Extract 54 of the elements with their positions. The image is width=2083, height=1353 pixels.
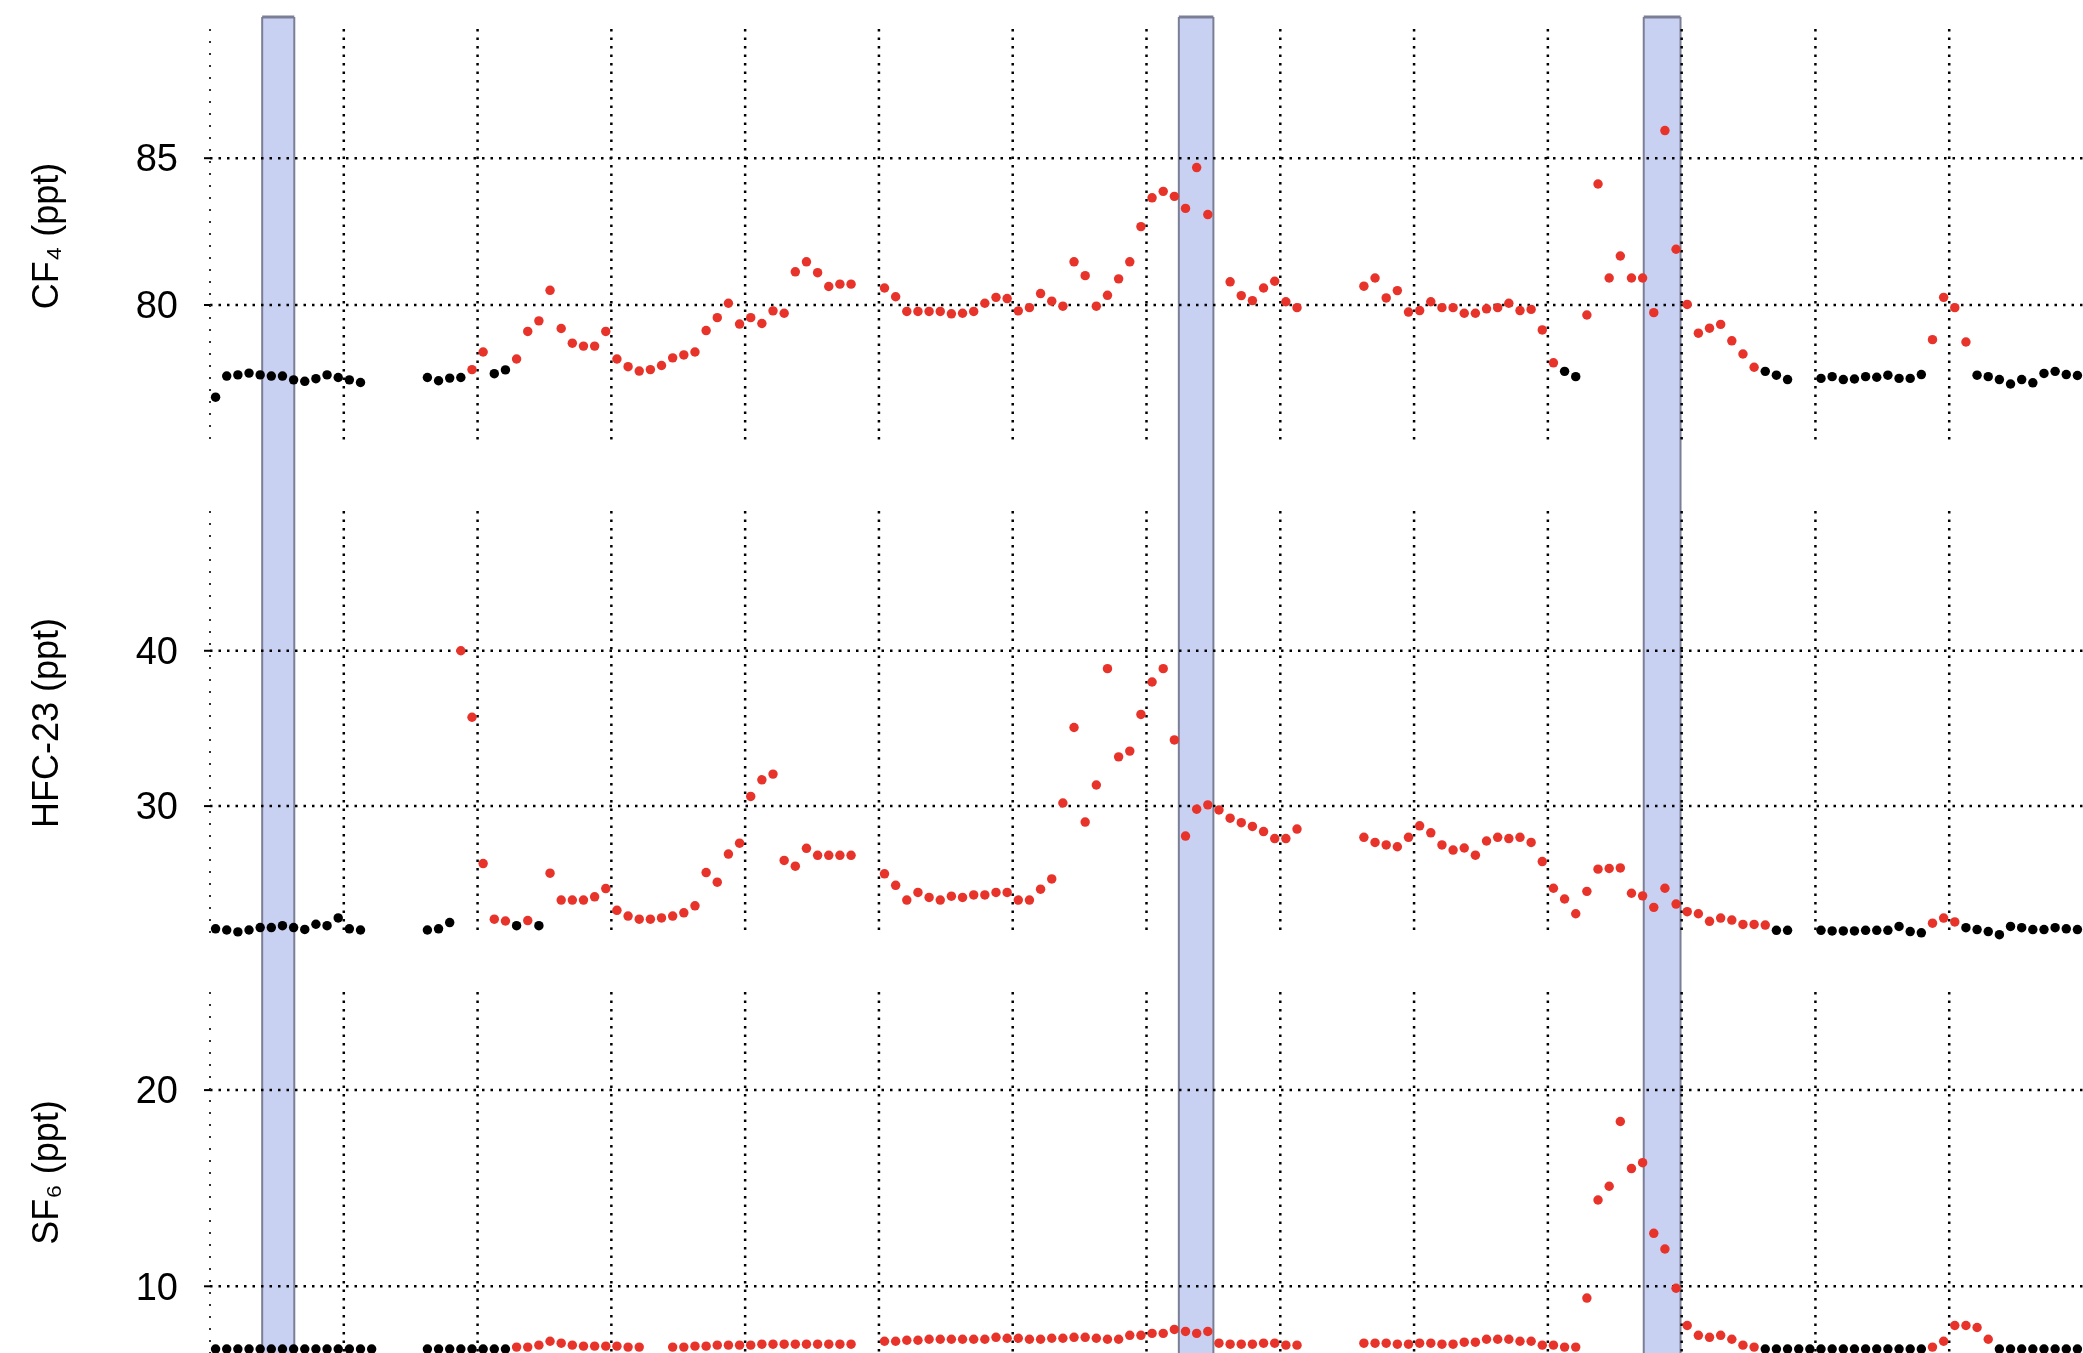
point bbox=[322, 370, 332, 380]
point bbox=[1972, 370, 1982, 380]
y-axis-title: HFC-23 (ppt) bbox=[25, 617, 66, 829]
point bbox=[1894, 373, 1904, 384]
point bbox=[1782, 374, 1793, 385]
point bbox=[2072, 370, 2083, 381]
point bbox=[1916, 369, 1927, 380]
point bbox=[210, 392, 221, 402]
point bbox=[300, 376, 310, 387]
point bbox=[311, 373, 321, 384]
point bbox=[456, 372, 466, 383]
point bbox=[344, 375, 355, 385]
point bbox=[2005, 379, 2016, 389]
point bbox=[1559, 366, 1570, 377]
point bbox=[255, 370, 265, 380]
point bbox=[2061, 369, 2071, 380]
y-tick-label: 30 bbox=[135, 785, 178, 828]
point bbox=[244, 368, 254, 378]
point bbox=[1849, 374, 1860, 384]
point bbox=[1883, 370, 1893, 380]
point bbox=[2050, 366, 2060, 377]
y-tick-label: 20 bbox=[135, 1069, 178, 1112]
point bbox=[489, 369, 500, 379]
y-tick-label: 80 bbox=[135, 284, 178, 327]
point bbox=[1860, 371, 1871, 382]
point bbox=[1905, 373, 1915, 384]
point bbox=[1771, 370, 1782, 380]
point bbox=[333, 372, 343, 383]
point bbox=[1760, 366, 1770, 377]
point bbox=[1983, 371, 1993, 382]
y-axis-title: CF₄ (ppt) bbox=[25, 162, 66, 310]
point bbox=[355, 377, 366, 388]
point bbox=[433, 376, 444, 386]
point bbox=[2039, 368, 2049, 379]
point bbox=[222, 371, 232, 381]
point bbox=[1816, 373, 1826, 384]
point bbox=[288, 375, 299, 385]
point bbox=[444, 373, 455, 383]
point bbox=[1994, 374, 2005, 385]
point bbox=[1571, 371, 1581, 382]
point bbox=[1872, 372, 1882, 382]
y-tick-label: 85 bbox=[135, 137, 178, 180]
point bbox=[500, 365, 511, 375]
point bbox=[1838, 374, 1849, 385]
y-tick-label: 10 bbox=[135, 1265, 178, 1308]
y-axis-title: SF₆ (ppt) bbox=[25, 1100, 66, 1245]
point bbox=[422, 372, 433, 383]
point bbox=[1827, 371, 1837, 382]
point bbox=[2028, 378, 2038, 388]
y-tick-label: 40 bbox=[135, 630, 178, 673]
point bbox=[233, 370, 243, 380]
point bbox=[266, 371, 277, 381]
point bbox=[277, 371, 288, 381]
point bbox=[2016, 374, 2027, 385]
